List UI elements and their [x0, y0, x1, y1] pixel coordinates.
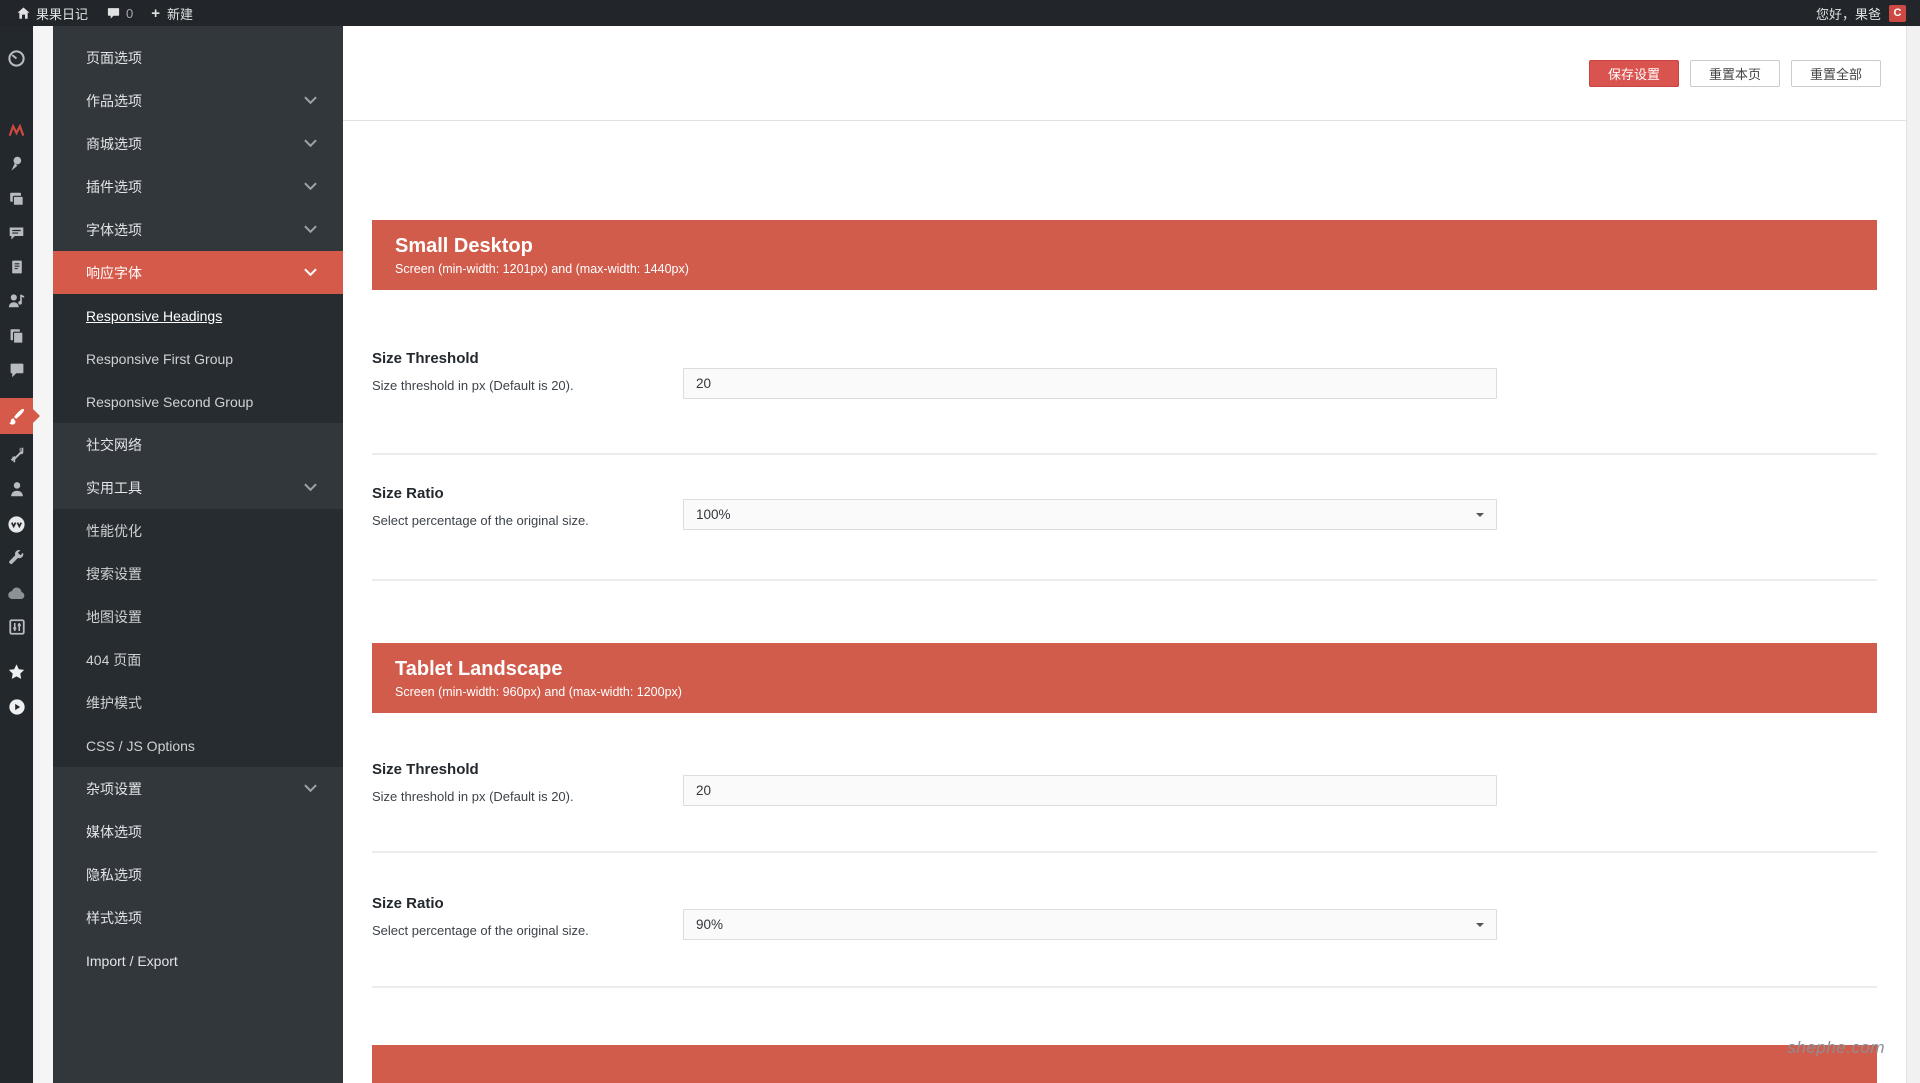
sidebar-item-responsive-first-group[interactable]: Responsive First Group — [53, 337, 343, 380]
chevron-down-icon — [304, 267, 317, 276]
size-threshold-input[interactable] — [683, 775, 1497, 806]
sidebar-item-page-options[interactable]: 页面选项 — [86, 49, 142, 66]
chevron-down-icon — [304, 482, 317, 491]
field-row-size-threshold: Size Threshold Size threshold in px (Def… — [372, 713, 1877, 853]
posts-pin-icon[interactable] — [0, 149, 33, 179]
section-subtitle: Screen (min-width: 960px) and (max-width… — [395, 685, 682, 699]
chat-icon[interactable] — [0, 218, 33, 248]
field-row-size-ratio: Size Ratio Select percentage of the orig… — [372, 853, 1877, 988]
sidebar-item-map-settings[interactable]: 地图设置 — [53, 595, 343, 638]
appearance-icon-active[interactable] — [0, 398, 40, 434]
field-description: Select percentage of the original size. — [372, 923, 589, 938]
chevron-down-icon — [304, 95, 317, 104]
section-subtitle: Screen (min-width: 1201px) and (max-widt… — [395, 262, 689, 276]
reset-all-button[interactable]: 重置全部 — [1790, 60, 1881, 87]
sidebar-item-404-page[interactable]: 404 页面 — [53, 638, 343, 681]
sidebar-item-search-settings[interactable]: 搜索设置 — [53, 552, 343, 595]
cloud-icon[interactable] — [0, 578, 33, 608]
home-icon — [16, 6, 31, 21]
theme-logo-icon[interactable] — [0, 115, 33, 145]
play-icon[interactable] — [0, 692, 33, 722]
reset-page-button[interactable]: 重置本页 — [1689, 60, 1780, 87]
size-ratio-select[interactable]: 90% — [683, 909, 1497, 940]
sidebar-item-maintenance-mode[interactable]: 维护模式 — [53, 681, 343, 724]
sidebar-item-performance[interactable]: 性能优化 — [53, 509, 343, 552]
section-title: Tablet Landscape — [395, 658, 563, 680]
star-icon[interactable] — [0, 657, 33, 687]
sidebar-item-privacy-options[interactable]: 隐私选项 — [86, 866, 142, 883]
sidebar-item-portfolio-options[interactable]: 作品选项 — [53, 79, 343, 122]
sidebar-item-shop-options[interactable]: 商城选项 — [53, 122, 343, 165]
site-name: 果果日记 — [36, 6, 89, 22]
page-icon[interactable] — [0, 252, 33, 282]
chevron-down-icon — [304, 224, 317, 233]
plugins-icon[interactable] — [0, 440, 33, 470]
sidebar-item-style-options[interactable]: 样式选项 — [86, 909, 142, 926]
main-content: 保存设置 重置本页 重置全部 Small Desktop Screen (min… — [343, 26, 1906, 1083]
size-threshold-input[interactable] — [683, 368, 1497, 399]
watermark: shephe.com — [1787, 1038, 1885, 1057]
plus-icon: + — [151, 4, 161, 22]
chevron-down-icon — [304, 138, 317, 147]
options-toolbar: 保存设置 重置本页 重置全部 — [343, 26, 1906, 121]
comments-menu[interactable]: 0 — [100, 0, 139, 26]
sidebar-item-utilities[interactable]: 实用工具 — [53, 466, 343, 509]
tools-wrench-icon[interactable] — [0, 543, 33, 573]
dashboard-icon[interactable] — [0, 43, 33, 73]
options-sidebar: 页面选项 作品选项 商城选项 插件选项 字体选项 响应字体 Responsive… — [53, 26, 343, 1083]
save-settings-button[interactable]: 保存设置 — [1588, 60, 1679, 87]
chevron-down-icon — [304, 783, 317, 792]
field-row-size-ratio: Size Ratio Select percentage of the orig… — [372, 455, 1877, 581]
admin-menu-rail — [0, 26, 40, 1083]
chevron-down-icon — [304, 181, 317, 190]
user-media-icon[interactable] — [0, 286, 33, 316]
admin-bar: 果果日记 0 + 新建 您好，果爸 C — [0, 0, 1920, 26]
sidebar-item-import-export[interactable]: Import / Export — [86, 952, 178, 969]
field-description: Size threshold in px (Default is 20). — [372, 378, 574, 393]
avatar[interactable]: C — [1889, 4, 1906, 22]
site-menu[interactable]: 果果日记 — [10, 0, 94, 26]
sidebar-item-responsive-fonts[interactable]: 响应字体 — [53, 251, 343, 294]
sidebar-item-social-network[interactable]: 社交网络 — [86, 436, 142, 453]
sidebar-item-misc-settings[interactable]: 杂项设置 — [53, 767, 343, 810]
pages-icon[interactable] — [0, 321, 33, 351]
field-label: Size Ratio — [372, 485, 444, 502]
field-label: Size Threshold — [372, 761, 479, 778]
page-scrollbar-track[interactable] — [1906, 26, 1920, 1083]
users-icon[interactable] — [0, 474, 33, 504]
field-label: Size Threshold — [372, 350, 479, 367]
sidebar-item-responsive-second-group[interactable]: Responsive Second Group — [53, 380, 343, 423]
field-description: Select percentage of the original size. — [372, 513, 589, 528]
size-ratio-select[interactable]: 100% — [683, 499, 1497, 530]
sidebar-item-responsive-headings[interactable]: Responsive Headings — [53, 294, 343, 337]
sidebar-item-media-options[interactable]: 媒体选项 — [86, 823, 142, 840]
select-caret-icon — [1476, 512, 1484, 517]
user-greeting[interactable]: 您好，果爸 — [1815, 6, 1881, 22]
sidebar-item-font-options[interactable]: 字体选项 — [53, 208, 343, 251]
sidebar-item-css-js-options[interactable]: CSS / JS Options — [53, 724, 343, 767]
settings-sliders-icon[interactable] — [0, 612, 33, 642]
new-label: 新建 — [167, 6, 194, 22]
section-title: Small Desktop — [395, 235, 533, 257]
field-description: Size threshold in px (Default is 20). — [372, 789, 574, 804]
plugin-circle-icon[interactable] — [0, 509, 33, 539]
menu-scrollbar[interactable] — [33, 26, 53, 1083]
field-label: Size Ratio — [372, 895, 444, 912]
media-icon[interactable] — [0, 184, 33, 214]
section-banner-tablet-landscape: Tablet Landscape Screen (min-width: 960p… — [372, 643, 1877, 713]
section-banner-small-desktop: Small Desktop Screen (min-width: 1201px)… — [372, 220, 1877, 290]
sidebar-item-plugin-options[interactable]: 插件选项 — [53, 165, 343, 208]
section-banner-partial — [372, 1045, 1877, 1083]
comment-bubble-icon — [106, 6, 121, 20]
select-caret-icon — [1476, 922, 1484, 927]
comments-icon[interactable] — [0, 355, 33, 385]
new-content-menu[interactable]: + 新建 — [145, 0, 199, 26]
comment-count: 0 — [126, 5, 134, 21]
field-row-size-threshold: Size Threshold Size threshold in px (Def… — [372, 290, 1877, 455]
